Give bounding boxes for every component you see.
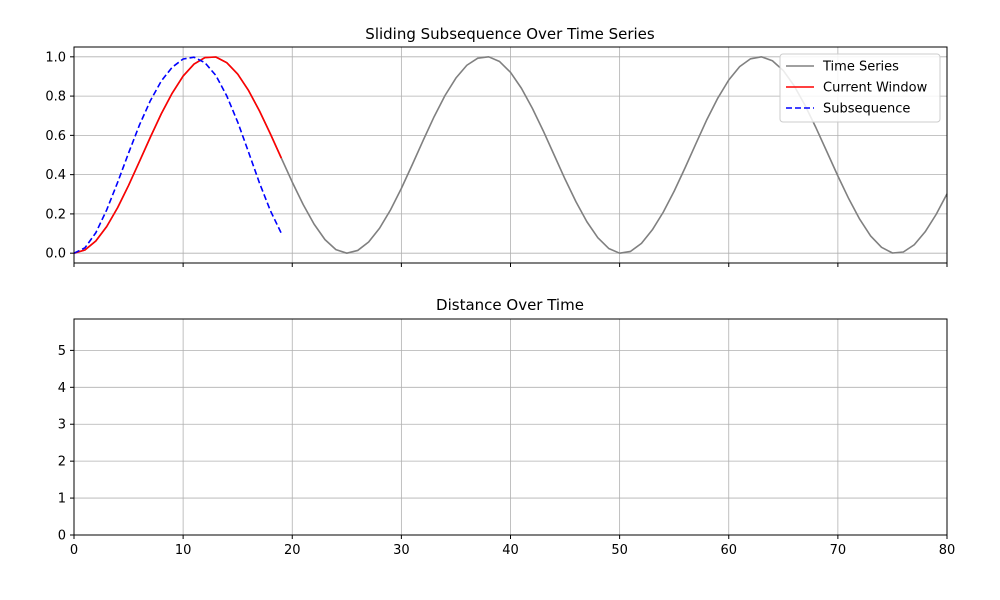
y-tick-label: 3 (58, 418, 66, 433)
y-tick-label: 0.8 (45, 90, 66, 105)
x-tick-label: 30 (393, 543, 410, 558)
y-tick-label: 0.0 (45, 247, 66, 262)
y-tick-label: 2 (58, 455, 66, 470)
series-line-subsequence (73, 56, 283, 254)
x-axis-ticks: 0 10 20 30 40 50 60 70 80 (70, 535, 955, 558)
chart-title: Distance Over Time (436, 296, 584, 314)
y-tick-label: 4 (58, 381, 66, 396)
x-tick-label: 70 (830, 543, 847, 558)
y-tick-label: 1 (58, 492, 66, 507)
y-tick-label: 1.0 (45, 50, 66, 65)
legend-label: Subsequence (823, 102, 910, 117)
sliding-subsequence-chart: Sliding Subsequence Over Time Series 0.0… (45, 25, 948, 267)
y-tick-label: 0.2 (45, 207, 66, 222)
y-axis-ticks: 0 1 2 3 4 5 (58, 344, 74, 544)
chart-title: Sliding Subsequence Over Time Series (365, 25, 655, 43)
x-tick-label: 0 (70, 543, 78, 558)
legend-label: Time Series (822, 60, 899, 75)
y-tick-label: 0.4 (45, 168, 66, 183)
x-tick-label: 40 (502, 543, 519, 558)
legend-box (779, 53, 941, 123)
x-tick-label: 50 (611, 543, 628, 558)
distance-over-time-chart: Distance Over Time 0 10 20 30 40 50 60 70 80 0 1 2… (58, 296, 956, 558)
y-tick-label: 0.6 (45, 129, 66, 144)
y-axis-ticks: 0.0 0.2 0.4 0.6 0.8 1.0 (45, 50, 74, 262)
y-tick-label: 0 (58, 529, 66, 544)
x-tick-label: 60 (720, 543, 737, 558)
y-tick-label: 5 (58, 344, 66, 359)
x-tick-label: 80 (939, 543, 956, 558)
grid-lines (73, 319, 948, 536)
x-axis-ticks (73, 263, 948, 267)
legend: Time Series Current Window Subsequence (779, 53, 941, 123)
series-line-current-window (73, 56, 283, 254)
x-tick-label: 20 (284, 543, 301, 558)
x-tick-label: 10 (175, 543, 192, 558)
legend-label: Current Window (823, 81, 928, 96)
